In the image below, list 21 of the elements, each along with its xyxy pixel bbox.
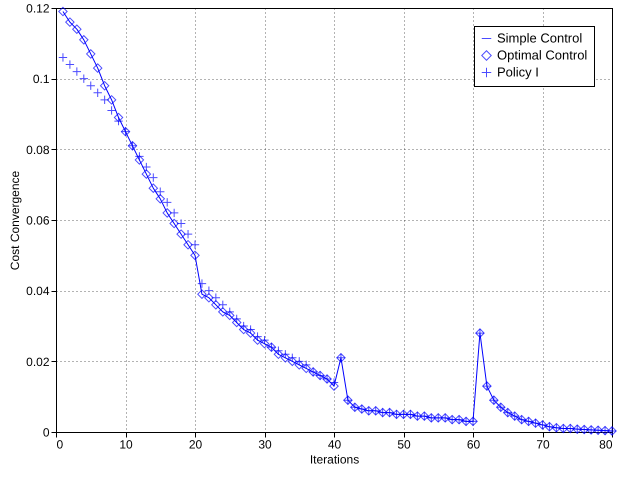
x-tick-label: 50: [397, 438, 411, 452]
x-tick-label: 40: [328, 438, 342, 452]
legend-label: Policy I: [497, 64, 539, 80]
x-tick-label: 60: [466, 438, 480, 452]
y-tick-label: 0.02: [26, 354, 50, 369]
x-tick-label: 0: [56, 438, 64, 452]
legend-label: Simple Control: [497, 30, 582, 46]
x-tick-label: 80: [599, 438, 613, 452]
y-tick-label: 0: [42, 426, 50, 440]
x-axis-title: Iterations: [310, 452, 360, 466]
x-tick-label: 30: [258, 438, 272, 452]
x-tick-label: 20: [188, 438, 202, 452]
y-axis-title: Cost Convergence: [8, 170, 22, 270]
y-tick-label: 0.08: [26, 142, 50, 157]
x-tick-label: 70: [536, 438, 550, 452]
y-tick-label: 0.12: [26, 2, 50, 16]
x-tick-label: 10: [119, 438, 133, 452]
y-tick-label: 0.06: [26, 214, 50, 228]
y-tick-label: 0.04: [26, 284, 50, 298]
legend-label: Optimal Control: [497, 48, 588, 62]
y-tick-label: 0.1: [32, 72, 50, 86]
